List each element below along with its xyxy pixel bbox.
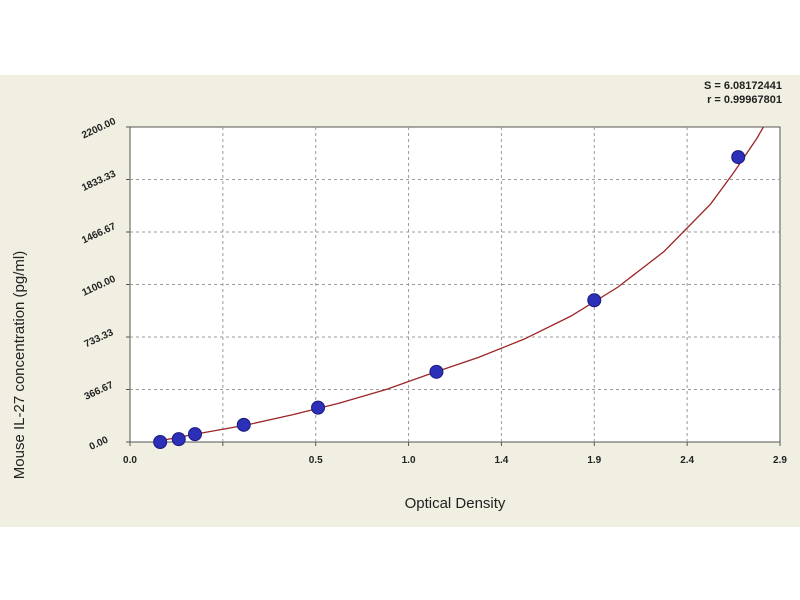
data-point xyxy=(171,432,186,447)
calibration-chart: 0.00 366.67 733.33 1100.00 1466.67 1833.33 220… xyxy=(11,116,787,512)
y-tick-label: 2200.00 xyxy=(80,116,118,141)
y-tick-label: 366.67 xyxy=(83,380,116,403)
grid-lines xyxy=(126,126,781,446)
data-points xyxy=(153,150,746,449)
data-point xyxy=(429,364,444,379)
data-point xyxy=(587,293,602,308)
data-point xyxy=(188,427,202,442)
x-tick-labels: 0.0 0.5 1.0 1.4 1.9 2.4 2.9 xyxy=(123,455,787,466)
stat-r-value: r = 0.99967801 xyxy=(707,94,782,106)
y-axis-title: Mouse IL-27 concentration (pg/ml) xyxy=(11,251,28,479)
x-tick-label: 2.4 xyxy=(680,455,694,466)
x-tick-label: 1.9 xyxy=(587,455,601,466)
x-tick-label: 1.0 xyxy=(402,455,416,466)
fit-curve-line xyxy=(153,126,764,443)
data-point xyxy=(731,150,746,165)
y-tick-label: 1833.33 xyxy=(80,168,118,193)
x-tick-label: 0.0 xyxy=(123,455,137,466)
data-point xyxy=(153,435,168,449)
y-tick-label: 1466.67 xyxy=(80,221,118,246)
y-tick-label: 0.00 xyxy=(88,434,111,452)
data-point xyxy=(311,400,326,415)
x-tick-label: 2.9 xyxy=(773,455,787,466)
y-tick-labels: 0.00 366.67 733.33 1100.00 1466.67 1833.33 220… xyxy=(80,116,118,453)
x-tick-label: 0.5 xyxy=(309,455,323,466)
stat-s-value: S = 6.08172441 xyxy=(704,80,782,92)
y-tick-label: 733.33 xyxy=(83,327,116,350)
data-point xyxy=(236,417,251,432)
x-tick-label: 1.4 xyxy=(494,455,508,466)
x-axis-title: Optical Density xyxy=(405,495,506,512)
y-tick-label: 1100.00 xyxy=(80,274,117,299)
plot-panel: 0.00 366.67 733.33 1100.00 1466.67 1833.33 220… xyxy=(0,75,800,527)
